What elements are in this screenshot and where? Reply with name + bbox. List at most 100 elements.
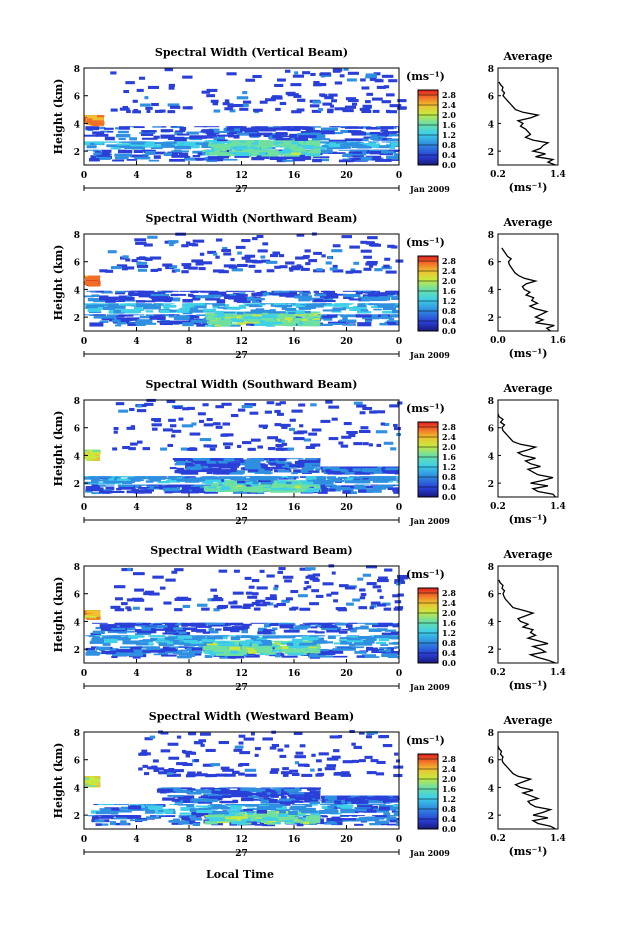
heatmap-cell bbox=[289, 627, 308, 630]
heatmap-cell bbox=[166, 641, 174, 645]
heatmap-cell bbox=[328, 139, 347, 142]
heatmap-cell bbox=[397, 622, 399, 626]
heatmap-cell bbox=[311, 322, 320, 327]
heatmap-cell bbox=[171, 434, 176, 438]
heatmap-cell bbox=[237, 480, 253, 484]
heatmap-cell bbox=[191, 811, 209, 816]
heatmap-cell bbox=[88, 652, 102, 655]
heatmap-cell bbox=[260, 290, 267, 293]
heatmap-cell bbox=[191, 622, 207, 627]
heatmap-cell bbox=[322, 466, 340, 471]
heatmap-cell bbox=[146, 109, 151, 113]
heatmap-cell bbox=[275, 140, 292, 142]
heatmap-cell bbox=[204, 654, 213, 658]
heatmap-cell bbox=[382, 310, 399, 314]
heatmap-cell bbox=[264, 319, 279, 322]
heatmap-cell bbox=[251, 292, 263, 297]
heatmap-cell bbox=[273, 587, 279, 591]
heatmap-cell bbox=[312, 299, 327, 303]
heatmap-cell bbox=[342, 490, 351, 494]
heatmap-cell bbox=[94, 141, 104, 145]
heatmap-cell bbox=[304, 804, 313, 808]
heatmap-cell bbox=[283, 319, 300, 322]
heatmap-cell bbox=[351, 759, 360, 763]
heatmap-cell bbox=[342, 303, 354, 305]
heatmap-cell bbox=[119, 646, 138, 649]
colorbar-unit: (ms⁻¹) bbox=[406, 236, 445, 249]
heatmap-cell bbox=[201, 136, 218, 139]
heatmap-cell bbox=[273, 604, 279, 608]
heatmap-cell bbox=[127, 567, 132, 571]
heatmap-cell bbox=[116, 264, 128, 268]
heatmap-cell bbox=[96, 484, 106, 487]
colorbar-tick-label: 2.8 bbox=[442, 256, 456, 266]
heatmap-cell bbox=[93, 315, 107, 319]
heatmap-cell bbox=[386, 320, 399, 323]
heatmap-cell bbox=[131, 304, 138, 307]
heatmap-cell bbox=[347, 98, 359, 103]
heatmap-cell bbox=[385, 636, 392, 640]
heatmap-cell bbox=[396, 822, 399, 826]
heatmap-cell bbox=[369, 606, 374, 610]
heatmap-cell bbox=[271, 743, 280, 748]
heatmap-cell bbox=[334, 81, 343, 85]
heatmap-cell bbox=[365, 75, 378, 79]
heatmap-cell bbox=[205, 313, 216, 316]
heatmap-cell bbox=[362, 137, 369, 142]
heatmap-cell bbox=[335, 607, 347, 611]
heatmap-cell bbox=[362, 290, 372, 292]
heatmap-cell bbox=[181, 808, 194, 811]
heatmap-cell bbox=[267, 822, 276, 825]
heatmap-cell bbox=[174, 597, 186, 601]
heatmap-cell bbox=[125, 317, 140, 321]
heatmap-cell bbox=[332, 648, 351, 651]
heatmap-cell bbox=[90, 305, 105, 307]
heatmap-cell bbox=[99, 152, 111, 157]
heatmap-cell bbox=[305, 815, 321, 820]
heatmap-cell bbox=[302, 140, 321, 142]
heatmap-cell bbox=[338, 584, 349, 588]
heatmap-cell bbox=[269, 746, 277, 750]
heatmap-cell bbox=[367, 647, 378, 650]
colorbar-tick-label: 1.6 bbox=[442, 452, 456, 462]
heatmap-cell bbox=[232, 591, 244, 595]
x-tick-label: 20 bbox=[340, 337, 353, 347]
heatmap-cell bbox=[232, 470, 245, 474]
heatmap-cell bbox=[230, 294, 248, 297]
average-y-tick-label: 8 bbox=[488, 563, 494, 573]
heatmap-cell bbox=[354, 484, 365, 487]
heatmap-cell bbox=[283, 153, 300, 157]
heatmap-cell bbox=[325, 400, 333, 404]
heatmap-cell bbox=[251, 460, 261, 464]
heatmap-cell bbox=[250, 622, 268, 624]
heatmap-cell bbox=[364, 485, 373, 489]
heatmap-cell bbox=[166, 480, 181, 483]
colorbar-tick-label: 0.8 bbox=[442, 140, 456, 150]
heatmap-cell bbox=[99, 615, 101, 618]
heatmap-cell bbox=[183, 642, 191, 647]
heatmap-cell bbox=[189, 432, 201, 436]
panel-2: Spectral Width (Northward Beam)2468Heigh… bbox=[52, 212, 566, 361]
heatmap-cell bbox=[152, 759, 159, 763]
heatmap-cell bbox=[95, 133, 109, 137]
heatmap-cell bbox=[84, 614, 97, 618]
heatmap-cell bbox=[206, 444, 218, 448]
heatmap-cell bbox=[348, 130, 362, 133]
heatmap-cell bbox=[218, 569, 228, 573]
heatmap-cell bbox=[111, 627, 126, 631]
heatmap-cell bbox=[385, 109, 391, 113]
heatmap-cell bbox=[230, 605, 242, 609]
heatmap-cell bbox=[213, 109, 221, 113]
heatmap-cell bbox=[262, 817, 277, 821]
heatmap-cell bbox=[340, 640, 353, 645]
heatmap-cell bbox=[160, 143, 176, 146]
heatmap-cell bbox=[87, 298, 102, 302]
heatmap-cell bbox=[393, 427, 401, 431]
colorbar-tick-label: 2.4 bbox=[442, 266, 456, 276]
heatmap-cell bbox=[224, 316, 231, 321]
heatmap-cell bbox=[391, 810, 399, 813]
heatmap-cell bbox=[309, 635, 317, 638]
heatmap-cell bbox=[259, 152, 266, 156]
heatmap-cell bbox=[379, 595, 384, 599]
heatmap-cell bbox=[306, 153, 321, 156]
